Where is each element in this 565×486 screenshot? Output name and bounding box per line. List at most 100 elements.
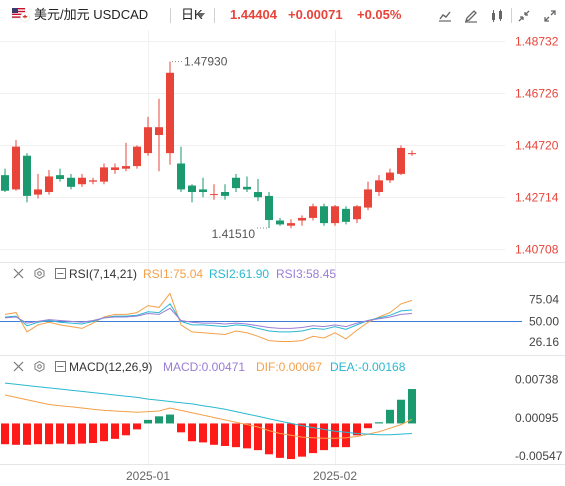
line-chart-icon[interactable] bbox=[438, 9, 452, 23]
last-price: 1.44404 bbox=[230, 7, 277, 22]
macd-histogram-bar bbox=[375, 422, 383, 424]
candle-body bbox=[177, 163, 185, 190]
macd-axis-tick: -0.00547 bbox=[515, 449, 563, 463]
macd-histogram-bar bbox=[12, 423, 20, 445]
dif-line bbox=[4, 394, 413, 439]
candle-body bbox=[78, 177, 86, 185]
rsi-axis-tick: 26.16 bbox=[529, 335, 559, 349]
candle-body bbox=[144, 127, 152, 154]
candle-body bbox=[276, 220, 284, 225]
candle-body bbox=[221, 192, 229, 196]
candle-body bbox=[122, 166, 130, 169]
low-price-label: 1.41510 bbox=[212, 227, 256, 241]
macd-histogram-bar bbox=[166, 414, 174, 424]
candle-body bbox=[243, 186, 251, 190]
macd-histogram-bar bbox=[287, 423, 295, 460]
draw-tool-icon[interactable] bbox=[464, 9, 478, 23]
macd-histogram-bar bbox=[100, 423, 108, 442]
indicator-icon[interactable] bbox=[490, 9, 504, 23]
macd-histogram-bar bbox=[45, 423, 53, 445]
collapse-panel-icon[interactable] bbox=[13, 268, 24, 279]
candle-body bbox=[166, 72, 174, 154]
macd-histogram-bar bbox=[254, 423, 262, 451]
symbol-label[interactable]: 美元/加元 USDCAD bbox=[34, 7, 149, 22]
macd-histogram-bar bbox=[23, 423, 31, 445]
macd-title: MACD(12,26,9) bbox=[69, 360, 153, 374]
candle-body bbox=[265, 195, 273, 221]
us-ca-flag-icon bbox=[12, 8, 30, 22]
collapse-panel-icon[interactable] bbox=[13, 361, 24, 372]
price-axis-tick: 1.42714 bbox=[515, 191, 559, 205]
macd-histogram-bar bbox=[364, 423, 372, 429]
macd-histogram-bar bbox=[144, 419, 152, 424]
date-axis-tick: 2025-02 bbox=[313, 469, 357, 483]
rsi-line-2 bbox=[4, 303, 413, 333]
candle-body bbox=[111, 167, 119, 170]
dea-line bbox=[4, 382, 413, 436]
macd-histogram-bar bbox=[210, 423, 218, 445]
macd-histogram-bar bbox=[408, 389, 416, 424]
candle-body bbox=[188, 185, 196, 193]
candle-body bbox=[408, 153, 416, 155]
candle-body bbox=[386, 172, 394, 181]
macd-axis-tick: 0.00095 bbox=[515, 411, 559, 425]
rsi-title: RSI(7,14,21) bbox=[69, 267, 138, 281]
candle-body bbox=[155, 127, 163, 135]
candle-body bbox=[397, 147, 405, 174]
macd-histogram-bar bbox=[320, 423, 328, 451]
candle-body bbox=[12, 146, 20, 190]
rsi3-legend: RSI3:58.45 bbox=[276, 267, 337, 281]
macd-histogram-bar bbox=[298, 423, 306, 457]
price-axis-tick: 1.48732 bbox=[515, 35, 559, 49]
indicator-box-icon[interactable] bbox=[55, 268, 66, 279]
candle-body bbox=[342, 208, 350, 222]
collapse-icon[interactable] bbox=[517, 9, 531, 23]
macd-histogram-bar bbox=[386, 409, 394, 424]
macd-legend: MACD:0.00471 bbox=[163, 360, 246, 374]
macd-histogram-bar bbox=[67, 423, 75, 445]
date-axis-tick: 2025-01 bbox=[126, 469, 170, 483]
chevron-down-icon[interactable] bbox=[197, 13, 205, 18]
macd-histogram-bar bbox=[331, 423, 339, 448]
rsi-line-3 bbox=[4, 307, 413, 329]
dea-legend: DEA:-0.00168 bbox=[330, 360, 406, 374]
settings-icon[interactable] bbox=[34, 268, 45, 279]
macd-histogram-bar bbox=[111, 423, 119, 439]
macd-histogram-bar bbox=[265, 423, 273, 455]
toolbar-divider bbox=[170, 8, 171, 23]
rsi1-legend: RSI1:75.04 bbox=[143, 267, 204, 281]
price-change: +0.00071 bbox=[288, 7, 343, 22]
rsi-axis-tick: 50.00 bbox=[529, 314, 559, 328]
settings-icon[interactable] bbox=[34, 361, 45, 372]
price-axis-tick: 1.40708 bbox=[515, 243, 559, 257]
macd-histogram-bar bbox=[56, 423, 64, 444]
candle-body bbox=[353, 206, 361, 220]
top-toolbar: 美元/加元 USDCAD 日K 1.44404 +0.00071 +0.05% bbox=[0, 0, 565, 30]
toolbar-divider bbox=[511, 8, 512, 23]
candle-body bbox=[320, 206, 328, 224]
macd-histogram-bar bbox=[199, 423, 207, 443]
candle-body bbox=[298, 217, 306, 221]
candle-body bbox=[375, 180, 383, 193]
candle-body bbox=[56, 175, 64, 180]
price-axis-tick: 1.46726 bbox=[515, 87, 559, 101]
candle-body bbox=[45, 176, 53, 193]
macd-histogram-bar bbox=[232, 423, 240, 448]
candle-body bbox=[34, 189, 42, 195]
candle-body bbox=[133, 146, 141, 167]
timeframe-selector[interactable]: 日K bbox=[181, 7, 203, 22]
fullscreen-icon[interactable] bbox=[543, 9, 557, 23]
macd-histogram-bar bbox=[353, 423, 361, 436]
macd-histogram-bar bbox=[1, 423, 9, 445]
rsi2-legend: RSI2:61.90 bbox=[209, 267, 270, 281]
candle-body bbox=[287, 223, 295, 226]
macd-histogram-bar bbox=[89, 423, 97, 444]
indicator-box-icon[interactable] bbox=[55, 361, 66, 372]
macd-histogram-bar bbox=[188, 423, 196, 442]
macd-histogram-bar bbox=[397, 399, 405, 424]
price-axis-tick: 1.44720 bbox=[515, 139, 559, 153]
candle-body bbox=[331, 206, 339, 224]
candle-body bbox=[364, 189, 372, 208]
candle-body bbox=[1, 175, 9, 191]
